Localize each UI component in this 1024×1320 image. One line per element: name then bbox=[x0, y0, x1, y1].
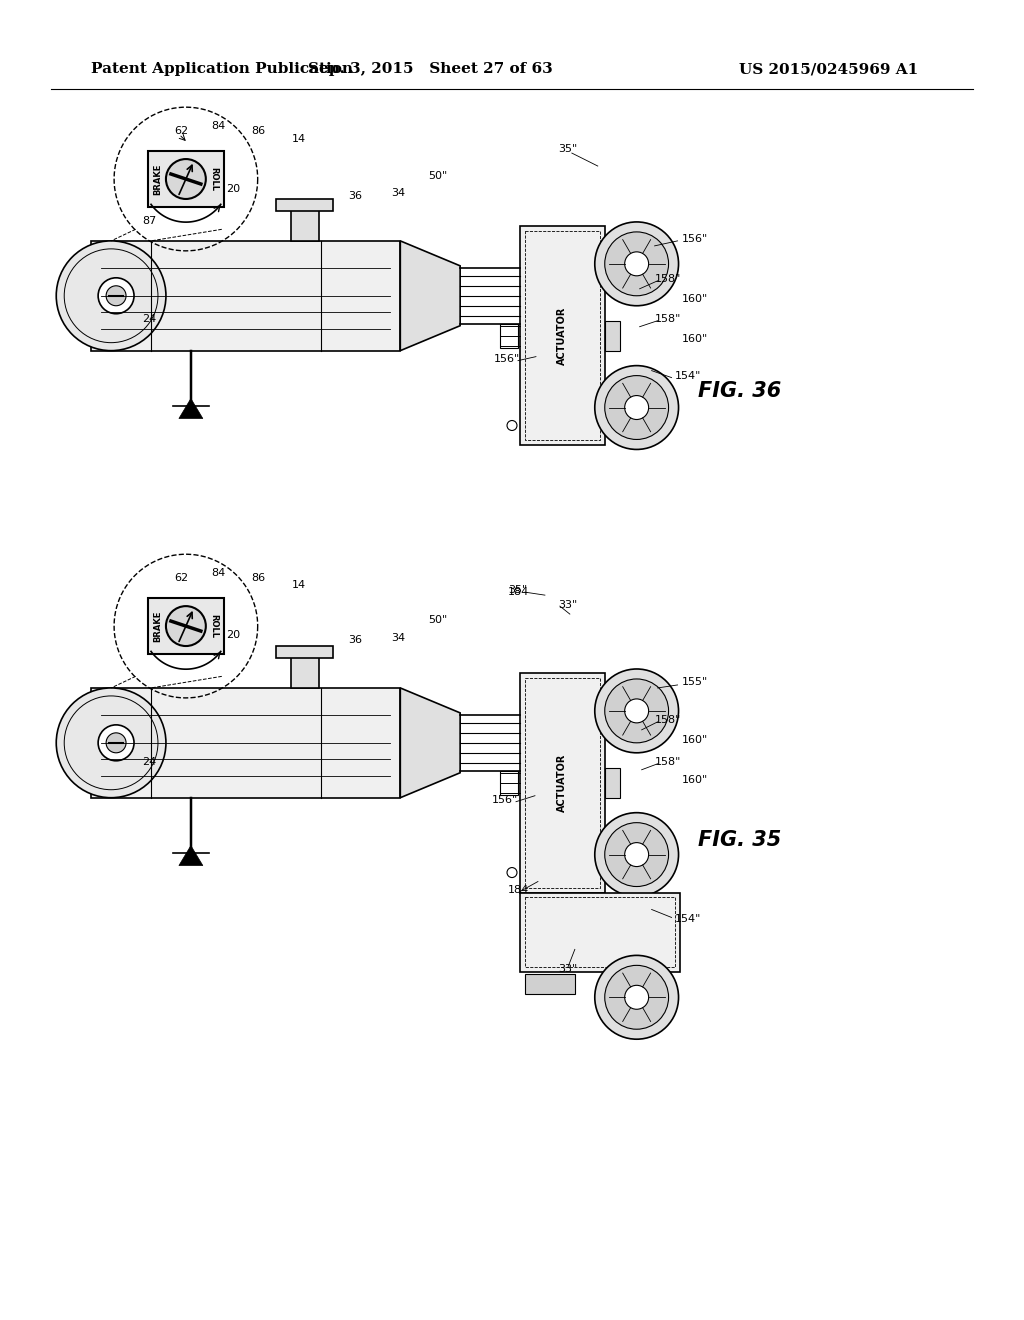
Circle shape bbox=[106, 733, 126, 752]
Bar bbox=[500, 771, 518, 795]
Text: 156": 156" bbox=[681, 234, 708, 244]
Circle shape bbox=[56, 688, 166, 797]
Text: ROLL: ROLL bbox=[209, 168, 218, 191]
Circle shape bbox=[166, 606, 206, 645]
Text: ACTUATOR: ACTUATOR bbox=[557, 306, 567, 364]
Bar bbox=[275, 199, 334, 211]
Circle shape bbox=[98, 725, 134, 760]
Text: 62: 62 bbox=[174, 127, 188, 136]
Text: 158": 158" bbox=[654, 273, 681, 284]
Text: 36: 36 bbox=[348, 635, 362, 645]
Circle shape bbox=[605, 376, 669, 440]
Text: 33": 33" bbox=[558, 965, 578, 974]
Circle shape bbox=[625, 396, 648, 420]
Text: 158": 158" bbox=[654, 314, 681, 323]
Text: FIG. 35: FIG. 35 bbox=[697, 830, 781, 850]
Bar bbox=[525, 898, 675, 968]
Text: 184: 184 bbox=[507, 884, 528, 895]
Text: 34: 34 bbox=[391, 634, 406, 643]
Circle shape bbox=[605, 678, 669, 743]
Text: 160": 160" bbox=[681, 294, 708, 304]
Text: 154": 154" bbox=[675, 915, 700, 924]
Text: 156": 156" bbox=[494, 354, 520, 363]
Text: 24: 24 bbox=[142, 314, 156, 323]
Text: US 2015/0245969 A1: US 2015/0245969 A1 bbox=[739, 62, 919, 77]
Bar bbox=[500, 323, 518, 347]
Bar bbox=[291, 206, 318, 240]
Text: 62: 62 bbox=[174, 573, 188, 583]
Polygon shape bbox=[179, 399, 203, 418]
Text: 86: 86 bbox=[252, 573, 266, 583]
Text: 20: 20 bbox=[225, 183, 240, 194]
Text: 84: 84 bbox=[212, 121, 226, 131]
Text: 155": 155" bbox=[681, 677, 708, 686]
Text: 24: 24 bbox=[142, 756, 156, 767]
Circle shape bbox=[56, 240, 166, 351]
Circle shape bbox=[605, 965, 669, 1030]
Bar bbox=[520, 673, 605, 892]
Circle shape bbox=[605, 232, 669, 296]
Text: ROLL: ROLL bbox=[209, 614, 218, 638]
Text: 50": 50" bbox=[429, 172, 447, 181]
Text: Sep. 3, 2015   Sheet 27 of 63: Sep. 3, 2015 Sheet 27 of 63 bbox=[308, 62, 553, 77]
Text: 35": 35" bbox=[558, 144, 578, 154]
Bar bbox=[148, 598, 224, 653]
Text: 160": 160" bbox=[681, 334, 708, 343]
Polygon shape bbox=[400, 688, 460, 797]
Circle shape bbox=[595, 222, 679, 306]
Bar bbox=[291, 653, 318, 688]
Text: 20: 20 bbox=[225, 630, 240, 640]
Text: 35": 35" bbox=[508, 585, 527, 595]
Text: 160": 160" bbox=[681, 735, 708, 744]
Circle shape bbox=[166, 158, 206, 199]
Text: 154": 154" bbox=[675, 371, 700, 380]
Text: FIG. 36: FIG. 36 bbox=[697, 380, 781, 400]
Text: 86: 86 bbox=[252, 127, 266, 136]
Text: ACTUATOR: ACTUATOR bbox=[557, 754, 567, 812]
Polygon shape bbox=[400, 240, 460, 351]
Bar bbox=[525, 231, 600, 441]
Polygon shape bbox=[179, 846, 203, 866]
Bar bbox=[605, 321, 620, 351]
Text: 158": 158" bbox=[654, 715, 681, 725]
Circle shape bbox=[595, 366, 679, 449]
Text: 33": 33" bbox=[558, 601, 578, 610]
Circle shape bbox=[605, 822, 669, 887]
Text: 50": 50" bbox=[429, 615, 447, 626]
Bar bbox=[91, 688, 400, 797]
Text: BRAKE: BRAKE bbox=[154, 164, 163, 195]
Circle shape bbox=[625, 252, 648, 276]
Text: 34: 34 bbox=[391, 187, 406, 198]
Bar bbox=[91, 240, 400, 351]
Text: Patent Application Publication: Patent Application Publication bbox=[91, 62, 353, 77]
Bar bbox=[275, 645, 334, 657]
Text: BRAKE: BRAKE bbox=[154, 610, 163, 642]
Circle shape bbox=[106, 286, 126, 306]
Text: 160": 160" bbox=[681, 775, 708, 785]
Circle shape bbox=[625, 698, 648, 723]
Circle shape bbox=[625, 842, 648, 866]
Text: 14: 14 bbox=[292, 581, 305, 590]
Circle shape bbox=[595, 956, 679, 1039]
Bar bbox=[148, 150, 224, 207]
Text: 87: 87 bbox=[142, 216, 156, 226]
Circle shape bbox=[595, 813, 679, 896]
Bar bbox=[520, 226, 605, 445]
Bar bbox=[605, 768, 620, 797]
Bar bbox=[520, 892, 680, 973]
Text: 36: 36 bbox=[348, 191, 362, 201]
Text: 158": 158" bbox=[654, 756, 681, 767]
Bar bbox=[525, 678, 600, 887]
Circle shape bbox=[595, 669, 679, 752]
Bar bbox=[525, 974, 574, 994]
Circle shape bbox=[98, 277, 134, 314]
Text: 84: 84 bbox=[212, 568, 226, 578]
Circle shape bbox=[625, 985, 648, 1010]
Text: 184: 184 bbox=[507, 587, 528, 597]
Text: 156": 156" bbox=[492, 795, 518, 805]
Text: 14: 14 bbox=[292, 135, 305, 144]
